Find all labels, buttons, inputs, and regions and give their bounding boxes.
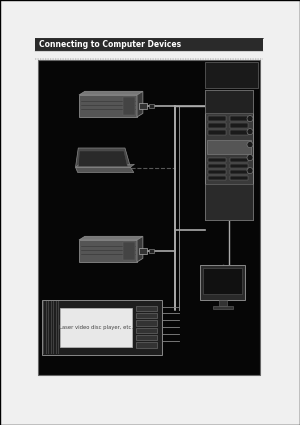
Bar xyxy=(207,140,251,154)
Bar xyxy=(230,116,248,121)
Bar xyxy=(149,104,154,108)
Bar xyxy=(230,130,248,135)
Bar xyxy=(230,170,248,174)
Bar xyxy=(139,248,147,254)
Bar xyxy=(122,242,135,260)
Bar xyxy=(218,300,226,306)
Polygon shape xyxy=(137,236,143,262)
Polygon shape xyxy=(79,151,128,166)
Polygon shape xyxy=(76,167,134,173)
Bar xyxy=(208,164,226,168)
Circle shape xyxy=(247,116,253,122)
Bar xyxy=(139,103,147,109)
Bar xyxy=(208,130,226,135)
Bar xyxy=(53,301,54,354)
Bar xyxy=(58,301,59,354)
Circle shape xyxy=(247,167,253,173)
Text: Laser video disc player, etc.: Laser video disc player, etc. xyxy=(59,325,133,330)
Bar xyxy=(50,301,52,354)
Bar xyxy=(208,176,226,180)
Bar xyxy=(43,301,44,354)
Bar xyxy=(205,184,253,220)
Bar xyxy=(212,306,232,309)
Bar xyxy=(230,158,248,162)
Bar xyxy=(60,308,132,347)
Bar xyxy=(200,265,245,300)
Bar xyxy=(48,301,49,354)
Bar xyxy=(136,335,157,340)
Bar xyxy=(208,116,226,121)
Circle shape xyxy=(247,129,253,135)
Bar xyxy=(56,301,57,354)
Polygon shape xyxy=(76,148,130,167)
Bar xyxy=(208,123,226,128)
Bar xyxy=(205,90,253,220)
Bar xyxy=(208,170,226,174)
Circle shape xyxy=(247,155,253,161)
Bar xyxy=(136,306,157,311)
Bar xyxy=(205,62,258,88)
Bar xyxy=(230,123,248,128)
Bar xyxy=(203,268,242,294)
Bar xyxy=(42,300,162,355)
Polygon shape xyxy=(137,91,143,117)
Circle shape xyxy=(247,142,253,147)
Bar xyxy=(230,176,248,180)
Bar xyxy=(149,249,154,253)
Polygon shape xyxy=(79,236,143,240)
Polygon shape xyxy=(79,91,143,95)
Polygon shape xyxy=(79,240,137,262)
Bar xyxy=(230,164,248,168)
Bar xyxy=(205,90,253,113)
Bar xyxy=(122,97,135,115)
Polygon shape xyxy=(76,164,134,167)
Bar xyxy=(136,320,157,326)
Bar xyxy=(136,313,157,318)
Bar xyxy=(35,38,263,51)
Bar xyxy=(208,158,226,162)
Polygon shape xyxy=(79,95,137,117)
Bar xyxy=(38,60,260,375)
Bar xyxy=(46,301,47,354)
Bar xyxy=(136,328,157,333)
Bar xyxy=(136,342,157,348)
Text: Connecting to Computer Devices: Connecting to Computer Devices xyxy=(39,40,181,49)
